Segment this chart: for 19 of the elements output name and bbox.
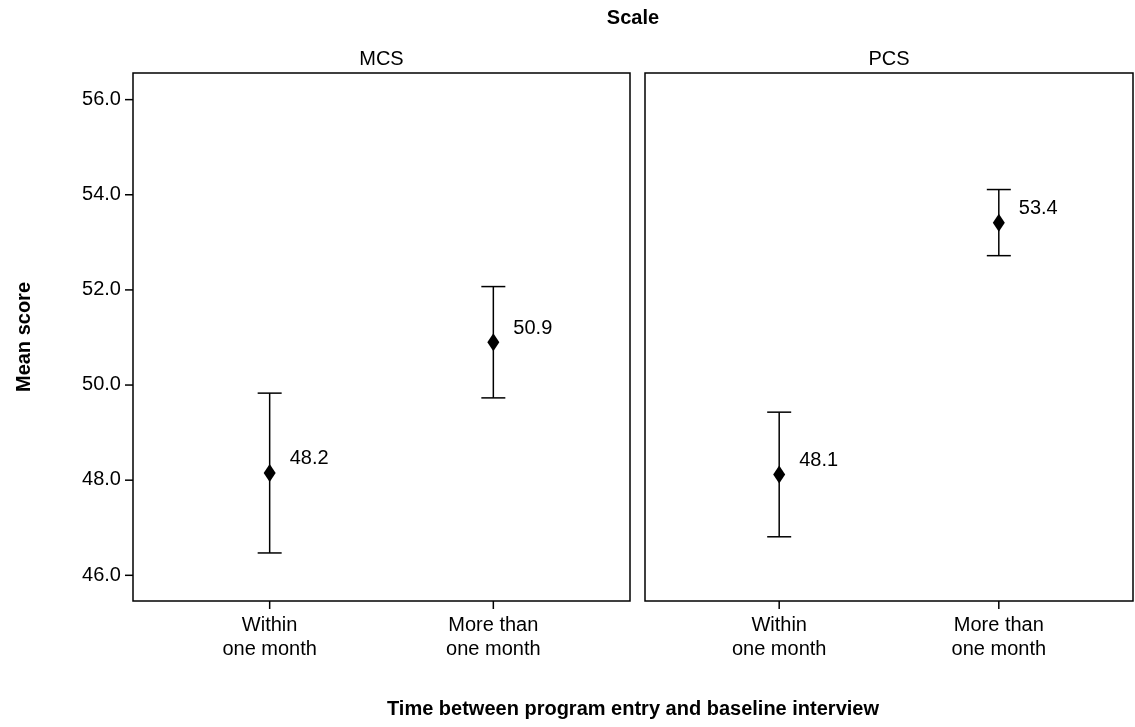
data-label: 48.1 — [799, 447, 839, 470]
chart-title: PCS — [868, 47, 910, 69]
y-tick-label: 50.0 — [82, 372, 121, 395]
y-tick-label: 48.0 — [82, 467, 121, 490]
x-axis-title: Time between program entry and baseline interview — [386, 697, 880, 719]
y-tick-label: 52.0 — [82, 277, 121, 300]
data-label: 50.9 — [513, 315, 553, 338]
x-tick-label: Within one month — [222, 613, 317, 659]
y-tick-label: 56.0 — [82, 86, 121, 109]
data-label: 48.2 — [289, 446, 329, 469]
x-tick-label: More than one month — [446, 613, 541, 659]
text: Scale — [606, 6, 660, 28]
chart-title: MCS — [359, 47, 404, 69]
data-label: 53.4 — [1018, 196, 1058, 219]
x-tick-label: More than one month — [951, 613, 1047, 659]
y-tick-label: 54.0 — [82, 182, 121, 205]
x-tick-label: Within one month — [731, 613, 827, 659]
y-axis-title: Mean score — [12, 281, 34, 393]
y-tick-label: 46.0 — [82, 562, 121, 585]
